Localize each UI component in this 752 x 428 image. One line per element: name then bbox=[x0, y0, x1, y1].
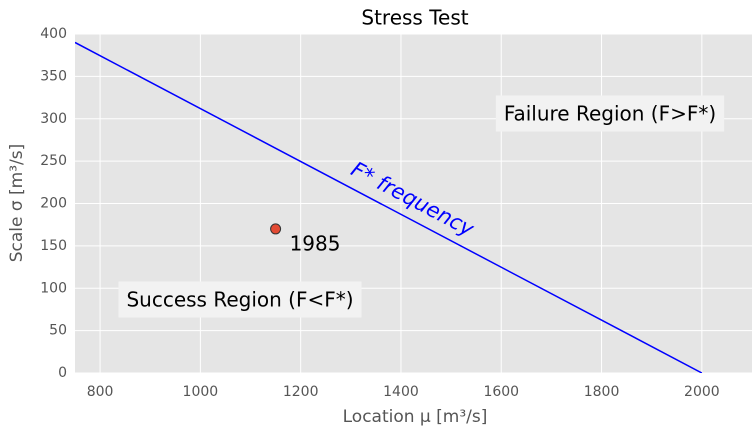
y-tick-label: 300 bbox=[40, 111, 67, 127]
y-tick-label: 400 bbox=[40, 26, 67, 42]
y-tick-label: 250 bbox=[40, 153, 67, 169]
y-tick-label: 200 bbox=[40, 196, 67, 212]
line bbox=[75, 41, 703, 373]
x-axis-label: Location μ [m³/s] bbox=[343, 407, 488, 427]
x-tick-label: 2000 bbox=[684, 384, 720, 400]
region-label: Failure Region (F>F*) bbox=[504, 102, 716, 126]
y-tick-label: 50 bbox=[49, 323, 67, 339]
y-tick-label: 150 bbox=[40, 238, 67, 254]
x-tick-label: 1600 bbox=[483, 384, 519, 400]
x-tick-label: 1800 bbox=[584, 384, 620, 400]
chart-title: Stress Test bbox=[361, 6, 468, 30]
y-tick-label: 350 bbox=[40, 68, 67, 84]
region-label: Success Region (F<F*) bbox=[126, 288, 353, 312]
y-axis-label: Scale σ [m³/s] bbox=[7, 144, 27, 263]
x-tick-label: 1200 bbox=[283, 384, 319, 400]
y-tick-label: 0 bbox=[58, 365, 67, 381]
x-tick-label: 800 bbox=[87, 384, 114, 400]
x-tick-label: 1000 bbox=[183, 384, 219, 400]
x-tick-label: 1400 bbox=[383, 384, 419, 400]
annotation-box bbox=[118, 281, 362, 318]
point bbox=[270, 223, 282, 235]
y-tick-label: 100 bbox=[40, 280, 67, 296]
annotation-box bbox=[495, 95, 725, 132]
point-label: 1985 bbox=[290, 231, 341, 255]
